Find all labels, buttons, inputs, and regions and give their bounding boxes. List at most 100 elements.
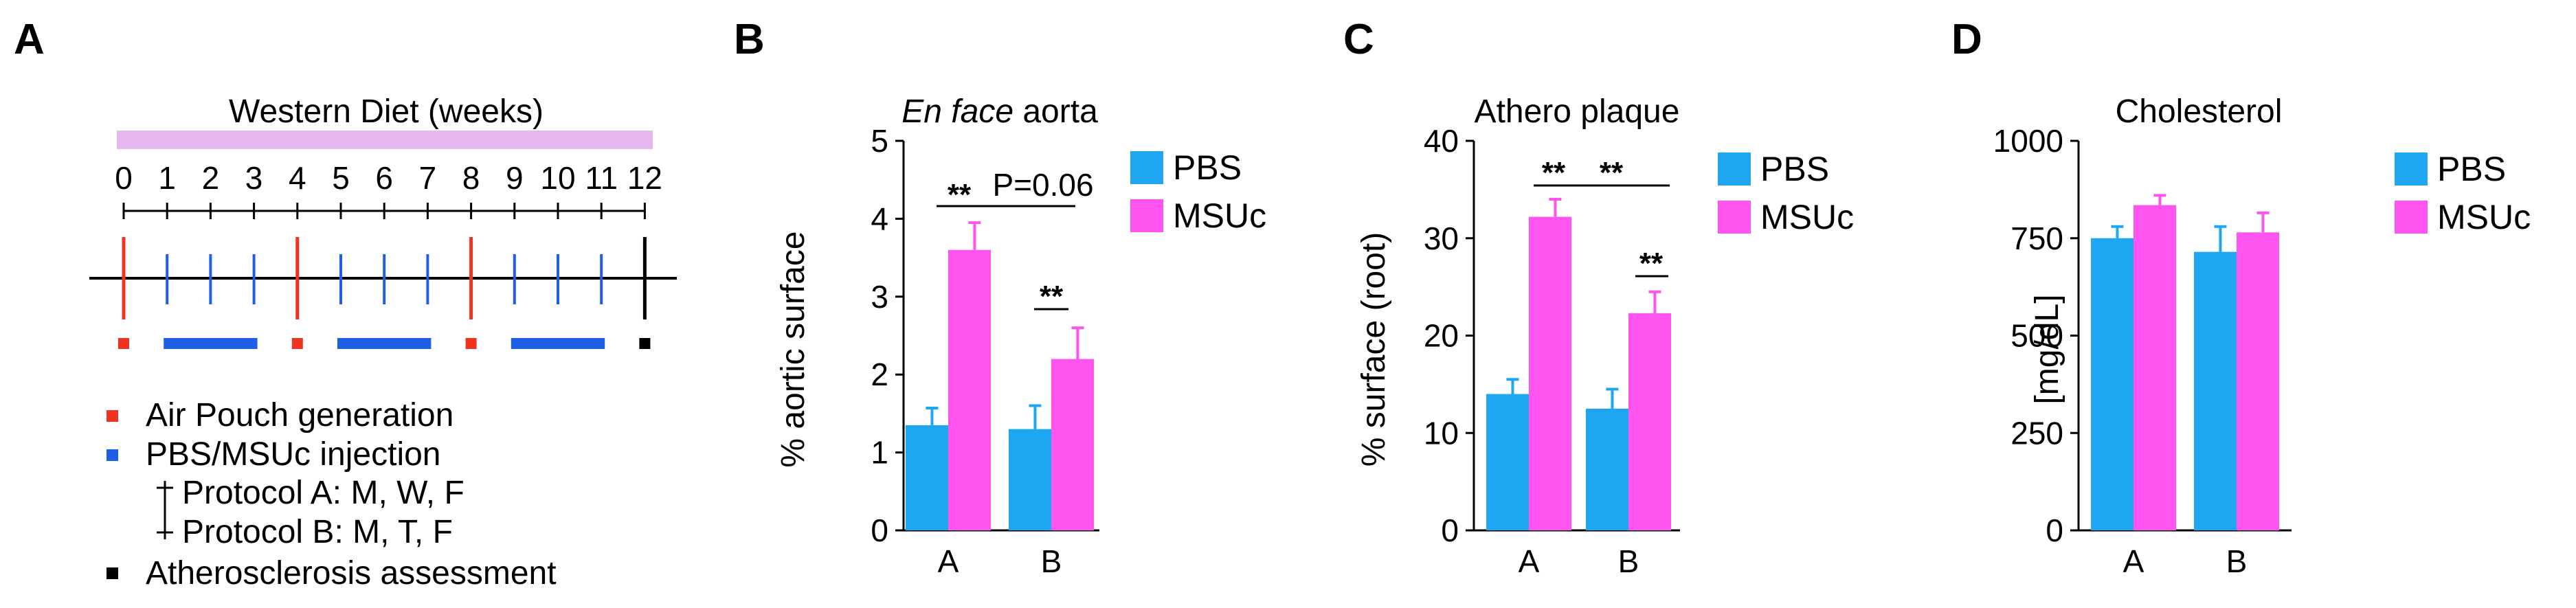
bar-msuc-b (1051, 359, 1094, 530)
y-tick-label: 500 (2011, 318, 2063, 354)
legend-swatch-pbs (2395, 153, 2428, 185)
x-tick-label-a: A (938, 543, 959, 579)
legend-label-pbs: PBS (2437, 150, 2506, 188)
significance-stars: ** (1600, 156, 1624, 190)
week-label: 9 (506, 160, 524, 196)
bar-pbs-a (2091, 238, 2133, 530)
legend-label-pbs: PBS (1173, 148, 1242, 187)
injection-period-bar (164, 338, 258, 349)
x-tick-label-a: A (1519, 543, 1540, 579)
y-axis-label: [mg/dL] (2029, 294, 2065, 404)
y-tick-label: 30 (1424, 221, 1459, 256)
week-label: 0 (115, 160, 133, 196)
week-label: 11 (585, 160, 618, 196)
week-label: 6 (375, 160, 393, 196)
chart-b-title-italic: En face (901, 93, 1013, 130)
y-tick-label: 2 (871, 357, 888, 392)
week-label: 5 (332, 160, 350, 196)
legend-swatch-msuc (1718, 201, 1751, 234)
significance-stars: ** (948, 178, 972, 212)
y-tick-label: 1000 (1993, 123, 2063, 159)
legend-swatch-pbs (1718, 153, 1751, 185)
y-tick-label: 4 (871, 201, 888, 236)
legend-label-msuc: MSUc (1760, 198, 1854, 236)
bar-msuc-a (948, 249, 991, 530)
timeline-title: Western Diet (weeks) (229, 93, 544, 130)
y-tick-label: 0 (2046, 513, 2063, 548)
significance-p-value: P=0.06 (992, 167, 1093, 203)
western-diet-bar (117, 131, 653, 149)
y-tick-label: 20 (1424, 318, 1459, 354)
x-tick-label-b: B (1618, 543, 1639, 579)
legend-label-msuc: MSUc (2437, 198, 2531, 236)
y-tick-label: 0 (871, 513, 888, 548)
significance-stars: ** (1040, 280, 1064, 313)
x-tick-label-b: B (2226, 543, 2248, 579)
legend-swatch-pbs (1130, 151, 1163, 184)
significance-stars: ** (1639, 247, 1664, 280)
injection-period-bar (511, 338, 605, 349)
panel-c-chart: C Athero plaque 0 10 20 30 40 % surface (root… (1343, 16, 1854, 579)
week-label: 8 (462, 160, 480, 196)
panel-d-chart: D Cholesterol 0 250 500 750 1000 [mg/dL] A B PBS… (1951, 16, 2531, 579)
legend-label-pbs: PBS (1760, 150, 1829, 188)
week-label: 4 (289, 160, 306, 196)
panel-label-c: C (1343, 16, 1374, 63)
panel-b-chart: B En face aorta 0 1 2 3 4 5 % aortic surface A B… (734, 16, 1266, 579)
y-tick-label: 3 (871, 279, 888, 315)
air-pouch-square (465, 338, 477, 349)
chart-d-title: Cholesterol (2116, 93, 2283, 130)
y-tick-label: 10 (1424, 415, 1459, 451)
bar-msuc-a (2133, 205, 2176, 530)
week-label: 7 (419, 160, 437, 196)
legend-swatch-msuc (2395, 201, 2428, 234)
chart-c-title: Athero plaque (1475, 93, 1680, 130)
y-axis-label: % aortic surface (775, 231, 811, 467)
panel-a-timeline: A Western Diet (weeks) 0 1 2 3 4 5 6 7 8 9 10 11 12 … (14, 16, 677, 592)
y-tick-label: 5 (871, 123, 888, 159)
bar-pbs-b (1586, 408, 1628, 530)
y-axis-label: % surface (root) (1356, 232, 1392, 466)
y-tick-label: 0 (1441, 513, 1459, 548)
panel-label-b: B (734, 16, 765, 63)
bar-pbs-a (1486, 394, 1529, 530)
x-tick-label-b: B (1041, 543, 1062, 579)
bar-pbs-b (1009, 429, 1051, 530)
y-tick-label: 250 (2011, 415, 2063, 451)
protocol-a-label: Protocol A: M, W, F (182, 475, 464, 511)
protocol-b-label: Protocol B: M, T, F (182, 514, 453, 550)
x-tick-label-a: A (2123, 543, 2144, 579)
bar-pbs-b (2194, 251, 2237, 530)
bar-msuc-b (1628, 313, 1671, 530)
timeline-markers (118, 237, 651, 349)
legend-label-msuc: MSUc (1173, 196, 1266, 235)
bar-pbs-a (906, 425, 948, 530)
injection-period-bar (337, 338, 432, 349)
air-pouch-square (118, 338, 129, 349)
week-label: 10 (540, 160, 575, 196)
chart-b-title: En face aorta (901, 93, 1098, 130)
week-label: 2 (202, 160, 220, 196)
panel-label-a: A (14, 16, 45, 63)
air-pouch-square (291, 338, 303, 349)
assessment-legend-swatch (107, 567, 118, 579)
assessment-square (639, 338, 651, 349)
pouch-legend-label: Air Pouch generation (146, 397, 453, 434)
bar-msuc-a (1529, 216, 1571, 530)
week-label: 1 (158, 160, 176, 196)
chart-b-title-rest: aorta (1013, 93, 1098, 130)
y-tick-label: 750 (2011, 221, 2063, 256)
week-label: 12 (627, 160, 662, 196)
week-ticks (122, 203, 646, 219)
y-tick-label: 40 (1424, 123, 1459, 159)
injection-legend-label: PBS/MSUc injection (146, 436, 441, 473)
legend-swatch-msuc (1130, 199, 1163, 232)
y-tick-label: 1 (871, 435, 888, 471)
bar-msuc-b (2237, 232, 2279, 530)
panel-label-d: D (1951, 16, 1982, 63)
pouch-legend-swatch (107, 410, 118, 422)
week-labels: 0 1 2 3 4 5 6 7 8 9 10 11 12 (115, 160, 662, 196)
significance-stars: ** (1542, 156, 1566, 190)
week-label: 3 (245, 160, 263, 196)
